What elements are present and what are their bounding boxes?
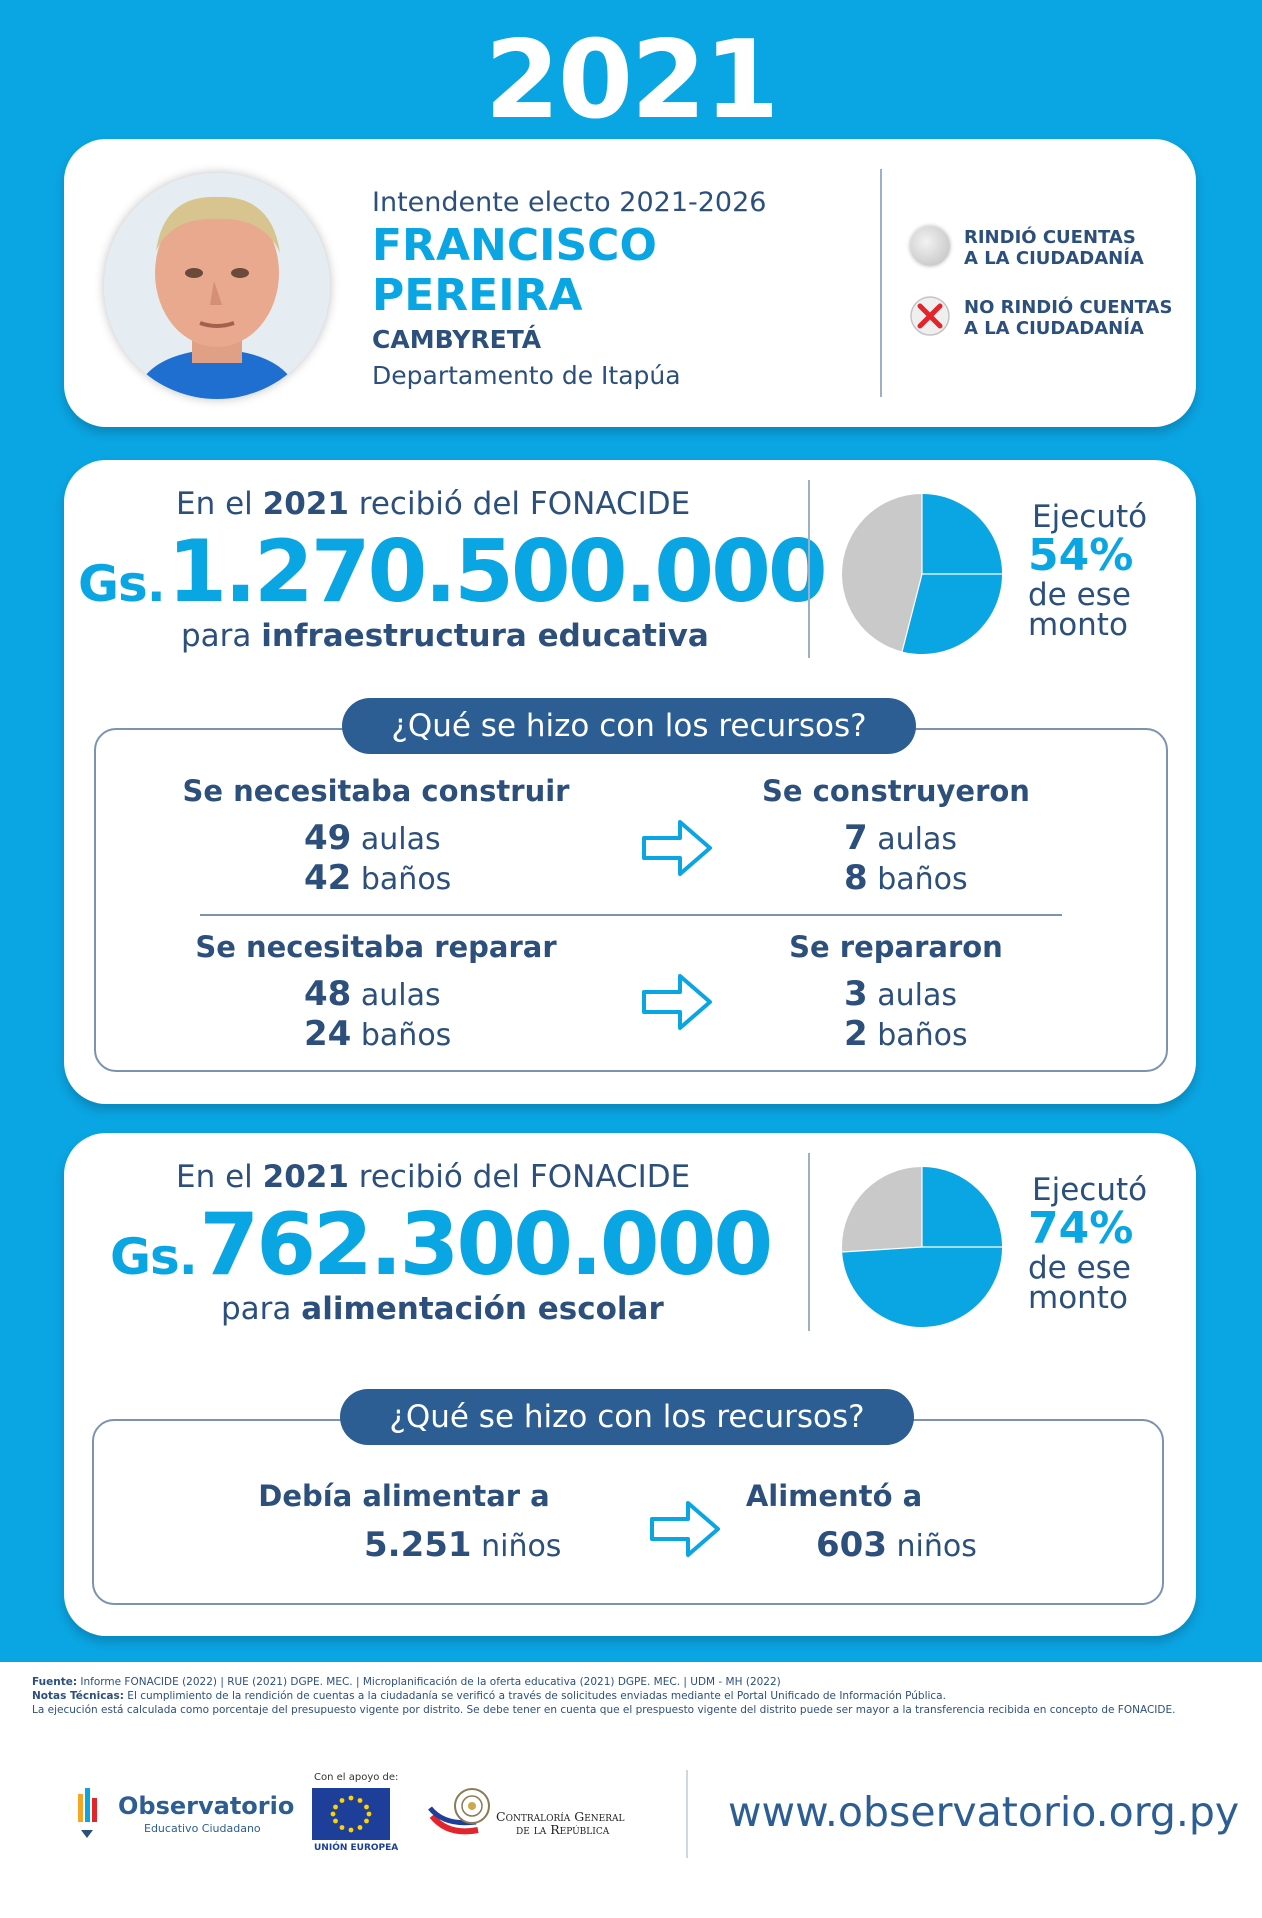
legend-rindio: RINDIÓ CUENTAS A LA CIUDADANÍA <box>964 227 1144 269</box>
divider <box>880 169 882 397</box>
avatar <box>104 173 330 399</box>
source-note: Fuente: Informe FONACIDE (2022) | RUE (2… <box>32 1676 781 1688</box>
build-needed-values: 49 aulas 42 baños <box>304 818 452 898</box>
person-name: FRANCISCO PEREIRA <box>372 221 657 321</box>
red-x-icon <box>910 296 950 336</box>
infra-execution-pie <box>842 494 1002 654</box>
eu-support-text: Con el apoyo de: <box>314 1772 399 1783</box>
food-needed-value: 5.251 niños <box>364 1525 562 1565</box>
infra-results-box: Se necesitaba construir 49 aulas 42 baño… <box>94 728 1168 1072</box>
observatorio-logo-subtext: Educativo Ciudadano <box>144 1822 261 1835</box>
food-purpose: para alimentación escolar <box>221 1291 664 1327</box>
row-divider <box>200 914 1062 916</box>
gray-circle-icon <box>910 226 950 266</box>
food-fed-title: Alimentó a <box>745 1479 923 1513</box>
divider <box>808 480 810 658</box>
observatorio-logo-icon <box>78 1788 98 1838</box>
footer-divider <box>686 1770 688 1858</box>
website-url[interactable]: www.observatorio.org.py <box>728 1788 1240 1836</box>
role-text: Intendente electo 2021-2026 <box>372 187 767 218</box>
name-line2: PEREIRA <box>372 270 583 321</box>
cgr-logo-text: Contraloría General de la República <box>496 1809 625 1837</box>
department: Departamento de Itapúa <box>372 361 681 390</box>
food-amount: Gs. 762.300.000 <box>110 1195 773 1295</box>
municipality: CAMBYRETÁ <box>372 325 542 354</box>
observatorio-logo-text: Observatorio <box>118 1792 295 1820</box>
eu-label: UNIÓN EUROPEA <box>314 1843 399 1853</box>
arrow-right-icon <box>642 974 712 1030</box>
received-text: En el 2021 recibió del FONACIDE <box>176 486 691 522</box>
name-line1: FRANCISCO <box>372 220 657 271</box>
food-question-pill: ¿Qué se hizo con los recursos? <box>340 1389 914 1445</box>
arrow-right-icon <box>642 820 712 876</box>
infra-pie-slice-divider <box>901 573 923 652</box>
infrastructure-card: En el 2021 recibió del FONACIDE Gs. 1.27… <box>64 460 1196 1104</box>
food-pie-slice-divider <box>842 1246 923 1253</box>
repair-needed-title: Se necesitaba reparar <box>195 930 557 964</box>
repair-needed-values: 48 aulas 24 baños <box>304 974 452 1054</box>
technical-note-2: La ejecución está calculada como porcent… <box>32 1704 1176 1716</box>
infra-purpose: para infraestructura educativa <box>181 618 709 654</box>
food-executed: Ejecutó 74% de ese monto <box>1028 1172 1148 1316</box>
food-results-box: Debía alimentar a 5.251 niños Alimentó a… <box>92 1419 1164 1605</box>
food-card: En el 2021 recibió del FONACIDE Gs. 762.… <box>64 1133 1196 1636</box>
arrow-right-icon <box>650 1501 720 1557</box>
food-execution-pie <box>842 1167 1002 1327</box>
technical-note: Notas Técnicas: El cumplimiento de la re… <box>32 1690 946 1702</box>
infra-amount: Gs. 1.270.500.000 <box>78 522 828 622</box>
received-text: En el 2021 recibió del FONACIDE <box>176 1159 691 1195</box>
cgr-seal-icon <box>428 1786 494 1838</box>
person-photo-icon <box>104 173 330 399</box>
infra-question-pill: ¿Qué se hizo con los recursos? <box>342 698 916 754</box>
food-needed-title: Debía alimentar a <box>258 1479 550 1513</box>
build-needed-title: Se necesitaba construir <box>182 774 570 808</box>
divider <box>808 1153 810 1331</box>
profile-card: Intendente electo 2021-2026 FRANCISCO PE… <box>64 139 1196 427</box>
built-values: 7 aulas 8 baños <box>844 818 968 898</box>
repaired-title: Se repararon <box>789 930 1003 964</box>
infra-executed: Ejecutó 54% de ese monto <box>1028 499 1148 643</box>
year-title: 2021 <box>484 18 780 143</box>
food-fed-value: 603 niños <box>816 1525 977 1565</box>
legend-no-rindio: NO RINDIÓ CUENTAS A LA CIUDADANÍA <box>964 297 1173 339</box>
eu-flag-icon <box>312 1788 390 1840</box>
built-title: Se construyeron <box>762 774 1030 808</box>
repaired-values: 3 aulas 2 baños <box>844 974 968 1054</box>
